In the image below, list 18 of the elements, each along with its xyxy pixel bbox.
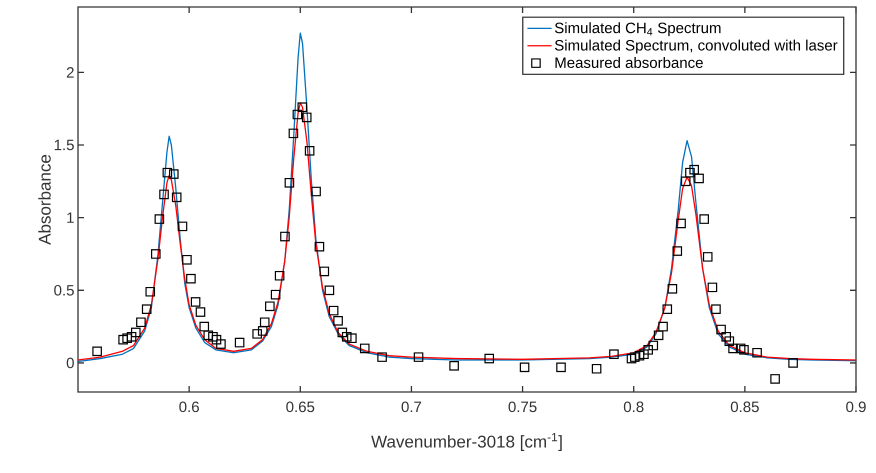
y-tick-label: 0.5	[54, 284, 74, 296]
legend-label: Simulated Spectrum, convoluted with laser	[554, 40, 838, 54]
x-tick-label: 0.65	[286, 402, 314, 412]
x-tick-label: 0.7	[402, 402, 422, 412]
x-tick-label: 0.85	[730, 402, 759, 412]
x-axis-title: Wavenumber-3018 [cm$^{-1}$]	[371, 433, 562, 451]
x-tick-label: 0.6	[179, 402, 199, 412]
legend-label: Simulated CH$_{4}$ Spectrum	[554, 22, 720, 36]
x-tick-label: 0.9	[846, 402, 866, 412]
x-tick-label: 0.75	[508, 402, 537, 412]
y-tick-label: 1.5	[54, 140, 74, 150]
line-series	[78, 102, 856, 361]
y-tick-label: 1	[67, 212, 74, 223]
y-axis-title: Absorbance	[38, 154, 51, 245]
legend-label: Measured absorbance	[555, 56, 703, 68]
x-tick-label: 0.8	[624, 402, 644, 412]
y-tick-label: 0	[66, 358, 74, 368]
y-tick-label: 2	[66, 67, 74, 78]
